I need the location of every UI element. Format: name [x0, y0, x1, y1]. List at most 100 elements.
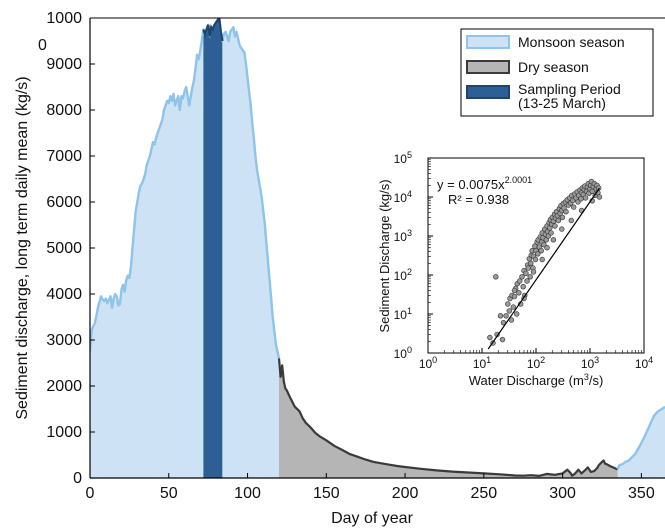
scatter-point	[508, 317, 515, 323]
inset-equation: y = 0.0075x2.0001	[437, 175, 532, 192]
legend-entry-monsoon: Monsoon season	[466, 34, 625, 50]
y-tick-label: 4000	[46, 286, 82, 303]
stray-axis-label: 0	[38, 37, 47, 54]
inset-y-tick-label: 104	[394, 189, 412, 205]
legend-swatch-sampling	[466, 85, 510, 99]
scatter-point	[527, 274, 533, 280]
x-tick-label: 100	[234, 485, 261, 502]
inset-x-tick-label: 100	[419, 355, 437, 371]
legend-label-sampling: Sampling Period	[518, 81, 621, 97]
scatter-point	[493, 274, 499, 280]
scatter-point	[595, 185, 602, 191]
scatter-point	[506, 308, 512, 314]
scatter-point	[530, 269, 537, 275]
area-sampling-period	[203, 18, 223, 478]
inset-ticks: 100 101 102 103 104 100 101 102 103 104 105	[394, 150, 654, 371]
scatter-point	[539, 256, 545, 263]
inset-y-axis-title: Sediment Discharge (kg/s)	[377, 179, 392, 332]
scatter-point	[535, 251, 541, 257]
chart-legend: Monsoon season Dry season Sampling Perio…	[460, 28, 654, 117]
scatter-point	[563, 209, 569, 215]
scatter-point	[505, 301, 511, 307]
legend-label-dry: Dry season	[518, 59, 589, 75]
inset-fit-line	[487, 187, 600, 350]
scatter-point	[552, 223, 558, 229]
line-monsoon_late	[616, 405, 665, 470]
scatter-point	[524, 278, 530, 284]
x-tick-label: 50	[160, 485, 178, 502]
inset-x-tick-label: 104	[635, 355, 653, 371]
scatter-point	[487, 334, 493, 341]
inset-y-tick-label: 103	[394, 228, 412, 244]
scatter-point	[559, 214, 566, 221]
main-x-axis-title: Day of year	[331, 510, 413, 527]
scatter-point	[519, 274, 525, 280]
scatter-point	[523, 270, 529, 277]
main-plot-areas	[90, 18, 665, 478]
y-tick-label: 9000	[46, 56, 82, 73]
x-tick-label: 250	[470, 485, 497, 502]
inset-y-tick-label: 102	[394, 267, 412, 283]
y-tick-label: 6000	[46, 194, 82, 211]
area-dry	[279, 358, 618, 478]
scatter-point	[511, 287, 518, 294]
y-tick-label: 8000	[46, 102, 82, 119]
scatter-point	[510, 304, 516, 310]
inset-y-tick-label: 105	[394, 150, 412, 166]
line-sampling-period	[202, 18, 224, 42]
scatter-point	[548, 230, 554, 236]
legend-label-monsoon: Monsoon season	[518, 34, 625, 50]
inset-x-tick-label: 101	[473, 355, 491, 371]
area-monsoon	[90, 18, 279, 478]
scatter-point	[503, 313, 509, 319]
y-tick-label: 5000	[46, 240, 82, 257]
scatter-point	[559, 226, 565, 232]
y-tick-label: 0	[73, 470, 82, 487]
scatter-point	[513, 311, 520, 317]
scatter-point	[511, 293, 518, 300]
scatter-point	[544, 245, 550, 251]
inset-y-tick-label: 101	[394, 306, 412, 322]
inset-y-tick-label: 100	[394, 345, 412, 361]
legend-entry-dry: Dry season	[466, 59, 589, 75]
scatter-point	[520, 284, 526, 290]
legend-label-sampling-dates: (13-25 March)	[518, 95, 606, 111]
scatter-point	[596, 194, 603, 200]
legend-entry-sampling: Sampling Period (13-25 March)	[466, 81, 621, 111]
scatter-point	[555, 217, 562, 224]
inset-r-squared: R² = 0.938	[448, 192, 509, 207]
main-x-ticks: 0 50 100 150 200 250 300 350	[86, 473, 655, 502]
line-monsoon	[90, 18, 281, 359]
scatter-point	[570, 204, 577, 210]
y-tick-label: 1000	[46, 10, 82, 27]
inset-scatter-plot: 100 101 102 103 104 100 101 102 103 104 105 y = 0.…	[377, 150, 653, 388]
y-tick-label: 3000	[46, 332, 82, 349]
legend-swatch-monsoon	[466, 35, 510, 49]
x-tick-label: 150	[313, 485, 340, 502]
x-tick-label: 200	[392, 485, 419, 502]
y-tick-label: 1000	[46, 424, 82, 441]
scatter-point	[528, 260, 534, 266]
scatter-point	[516, 290, 522, 296]
x-tick-label: 0	[86, 485, 95, 502]
main-y-axis-title: Sediment discharge, long term daily mean…	[14, 76, 31, 419]
y-tick-label: 7000	[46, 148, 82, 165]
scatter-point	[516, 278, 523, 284]
x-tick-label: 350	[628, 485, 655, 502]
scatter-point	[550, 237, 557, 243]
scatter-point	[499, 336, 506, 343]
scatter-point	[538, 248, 544, 254]
inset-points	[487, 178, 603, 346]
inset-x-tick-label: 102	[527, 355, 545, 371]
scatter-point	[525, 265, 531, 271]
y-tick-label: 2000	[46, 378, 82, 395]
x-tick-label: 300	[549, 485, 576, 502]
legend-swatch-dry	[466, 60, 510, 74]
inset-x-axis-title: Water Discharge (m3/s)	[469, 372, 604, 388]
scatter-point	[582, 195, 589, 201]
inset-x-tick-label: 103	[581, 355, 599, 371]
scatter-point	[568, 217, 574, 224]
scatter-point	[497, 313, 504, 319]
main-y-ticks: 0 1000 2000 3000 4000 5000 6000 7000 8000 9000 100…	[46, 10, 95, 487]
scatter-point	[532, 256, 539, 263]
